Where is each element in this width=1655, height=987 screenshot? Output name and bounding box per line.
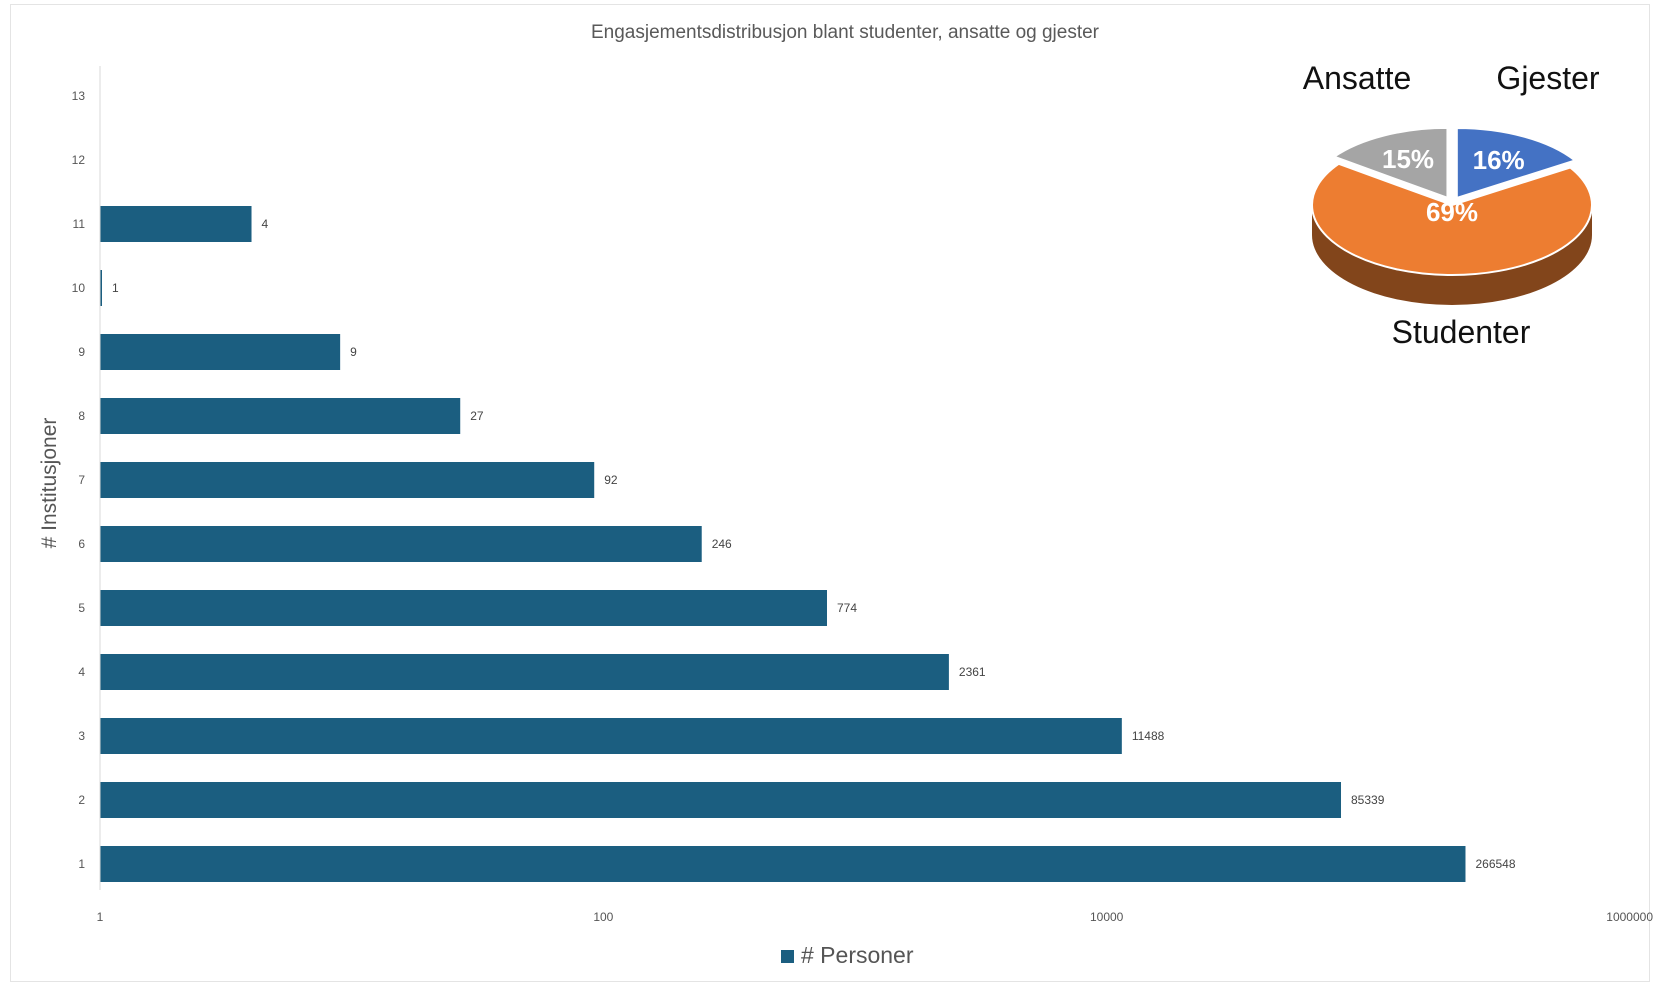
data-label: 27 bbox=[470, 409, 484, 423]
bar-group: 266548 85339 11488 2361 774 246 92 27 9 1 4 bbox=[100, 206, 1516, 882]
legend-swatch bbox=[781, 950, 794, 963]
bar bbox=[100, 590, 827, 626]
pie-category-label: Gjester bbox=[1496, 60, 1599, 96]
y-tick-label: 10 bbox=[72, 281, 86, 295]
bar bbox=[100, 782, 1342, 818]
data-label: 774 bbox=[837, 601, 857, 615]
y-tick-label: 8 bbox=[78, 409, 85, 423]
data-label: 11488 bbox=[1132, 729, 1165, 743]
y-tick-label: 3 bbox=[78, 729, 85, 743]
y-tick-label: 6 bbox=[78, 537, 85, 551]
x-tick-label: 100 bbox=[593, 910, 613, 924]
data-label: 9 bbox=[350, 345, 357, 359]
chart-title: Engasjementsdistribusjon blant studenter… bbox=[591, 22, 1100, 43]
bar bbox=[100, 846, 1466, 882]
data-label: 4 bbox=[262, 217, 269, 231]
pie-chart: 16% 69% 15% Gjester Studenter Ansatte bbox=[1303, 60, 1600, 350]
pie-category-label: Ansatte bbox=[1303, 60, 1412, 96]
data-label: 92 bbox=[604, 473, 618, 487]
x-tick-label: 1000000 bbox=[1606, 910, 1653, 924]
y-tick-label: 4 bbox=[78, 665, 85, 679]
x-tick-labels: 1 100 10000 1000000 bbox=[97, 910, 1654, 924]
y-tick-label: 9 bbox=[78, 345, 85, 359]
pie-value-label: 15% bbox=[1382, 144, 1434, 174]
bar bbox=[100, 526, 702, 562]
pie-value-label: 69% bbox=[1426, 197, 1478, 227]
bar bbox=[100, 334, 341, 370]
data-label: 85339 bbox=[1351, 793, 1385, 807]
y-tick-label: 7 bbox=[78, 473, 85, 487]
pie-slice bbox=[1311, 162, 1593, 276]
x-tick-label: 1 bbox=[97, 910, 104, 924]
chart-frame bbox=[10, 4, 1650, 982]
bar bbox=[100, 718, 1122, 754]
data-label: 246 bbox=[712, 537, 732, 551]
y-tick-label: 13 bbox=[72, 89, 86, 103]
y-axis-title: # Institusjoner bbox=[38, 418, 61, 549]
bar bbox=[100, 270, 102, 306]
x-tick-label: 10000 bbox=[1090, 910, 1124, 924]
pie-category-label: Studenter bbox=[1392, 314, 1531, 350]
legend: # Personer bbox=[781, 942, 914, 968]
legend-label: # Personer bbox=[801, 942, 914, 968]
y-tick-label: 12 bbox=[72, 153, 86, 167]
y-tick-label: 11 bbox=[73, 217, 86, 231]
bar bbox=[100, 206, 252, 242]
bar bbox=[100, 398, 461, 434]
pie-slice-side bbox=[1312, 205, 1592, 305]
pie-slice bbox=[1332, 126, 1449, 200]
data-label: 1 bbox=[112, 281, 119, 295]
data-label: 2361 bbox=[959, 665, 986, 679]
y-tick-label: 2 bbox=[78, 793, 85, 807]
pie-value-label: 16% bbox=[1473, 145, 1525, 175]
bar bbox=[100, 654, 949, 690]
y-tick-label: 5 bbox=[78, 601, 85, 615]
data-label: 266548 bbox=[1475, 857, 1515, 871]
bar bbox=[100, 462, 595, 498]
pie-slice bbox=[1455, 126, 1578, 200]
y-tick-label: 1 bbox=[78, 857, 85, 871]
